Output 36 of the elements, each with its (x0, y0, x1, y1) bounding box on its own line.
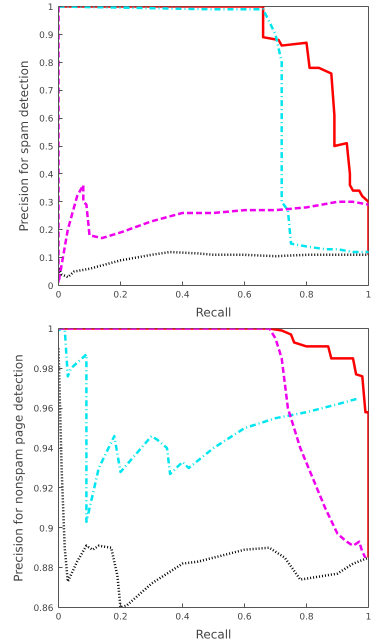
x-tick-label: 0.4 (175, 612, 190, 622)
x-tick-label: 0.6 (237, 612, 252, 622)
y-axis-title: Precision for nonspam page detection (11, 354, 26, 582)
y-tick-label: 0.5 (39, 142, 54, 152)
y-tick-label: 0.88 (33, 564, 54, 574)
x-tick-label: 0.2 (113, 612, 128, 622)
y-tick-label: 0.9 (39, 524, 54, 534)
y-tick-label: 1 (48, 3, 54, 13)
y-tick-label: 0.2 (39, 226, 54, 236)
x-tick-label: 0.6 (237, 290, 252, 300)
y-tick-label: 0.98 (33, 364, 54, 375)
x-tick-label: 0 (56, 290, 62, 300)
x-tick-label: 0.2 (113, 290, 128, 300)
line-series (58, 250, 368, 278)
y-tick-label: 0.96 (33, 404, 54, 415)
y-tick-label: 0.86 (33, 604, 54, 614)
y-tick-label: 0.4 (39, 170, 54, 180)
x-tick-label: 1 (366, 290, 372, 300)
x-tick-label: 0 (56, 612, 62, 622)
x-tick-label: 1 (366, 612, 372, 622)
x-tick-label: 0.8 (299, 290, 314, 300)
x-axis-title: Recall (196, 306, 232, 320)
y-axis-title: Precision for spam detection (17, 60, 32, 232)
y-tick-label: 0.3 (39, 198, 54, 208)
y-tick-label: 0.9 (39, 30, 54, 41)
x-tick-label: 0.8 (299, 612, 314, 622)
x-tick-label: 0.4 (175, 290, 190, 300)
y-tick-label: 0.1 (39, 254, 54, 264)
y-tick-label: 0.94 (33, 444, 54, 455)
y-tick-label: 0.92 (33, 484, 54, 494)
y-tick-label: 0.8 (39, 58, 54, 69)
x-axis-title: Recall (196, 628, 232, 642)
y-tick-label: 0.6 (39, 114, 54, 125)
y-tick-label: 0 (48, 282, 54, 292)
y-tick-label: 1 (48, 325, 54, 335)
y-tick-label: 0.7 (39, 86, 54, 97)
